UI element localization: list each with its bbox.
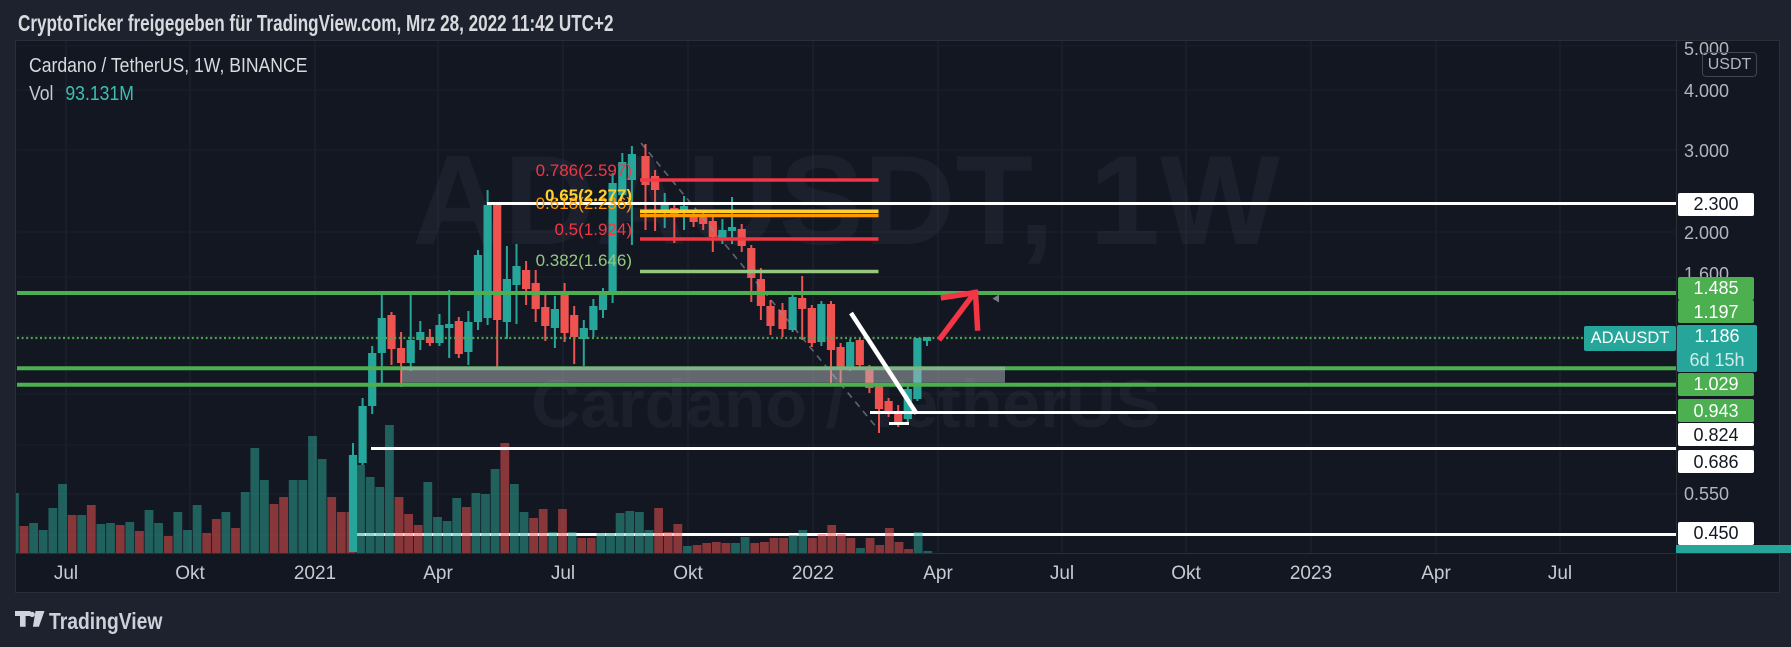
svg-text:0.65(2.277): 0.65(2.277) — [545, 186, 632, 205]
svg-text:0.786(2.597): 0.786(2.597) — [536, 161, 632, 180]
svg-text:0.5(1.924): 0.5(1.924) — [555, 220, 633, 239]
svg-text:0.618(2.236): 0.618(2.236) — [536, 194, 632, 213]
svg-text:0.382(1.646): 0.382(1.646) — [536, 251, 632, 270]
svg-text:ADAUSDT, 1W: ADAUSDT, 1W — [412, 129, 1280, 271]
